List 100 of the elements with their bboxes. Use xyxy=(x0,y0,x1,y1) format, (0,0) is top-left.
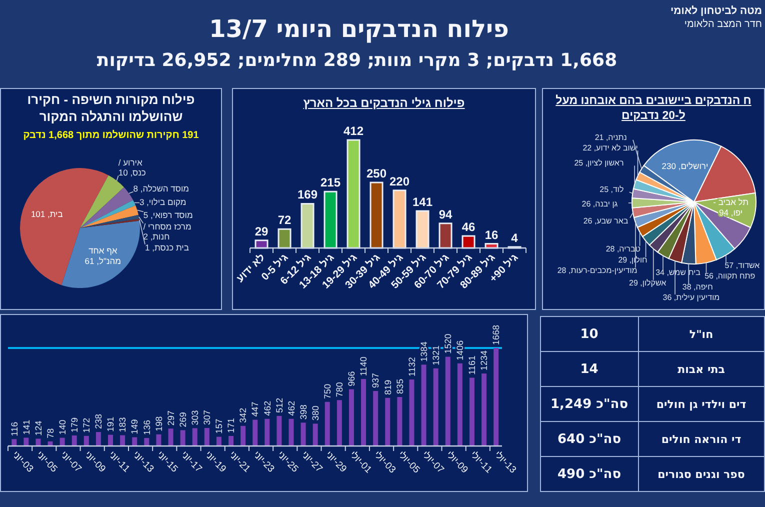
data-label: 238 xyxy=(94,414,104,430)
x-tick-label: 21-יוני xyxy=(226,449,252,475)
x-tick-label: 03-יולי xyxy=(371,449,398,476)
x-tick-label: 09-יולי xyxy=(444,449,470,476)
data-label: 447 xyxy=(250,402,260,417)
slice-label: מודיעין עילית, 36 xyxy=(662,293,720,302)
slice-label: בית, 101 xyxy=(30,208,63,219)
text: חדר המצב הלאומי xyxy=(684,18,762,31)
pie-slice xyxy=(80,214,140,228)
pie-slice xyxy=(80,205,139,228)
bar xyxy=(324,402,330,446)
data-label: 269 xyxy=(178,412,188,428)
data-label: 179 xyxy=(70,417,80,432)
chart-title: ח הנדבקים ביישובים בהם אובחנו מעל ל-20 נדבקים xyxy=(554,94,752,124)
data-label: 29 xyxy=(254,224,269,238)
bar xyxy=(346,139,360,249)
bar xyxy=(445,356,450,446)
bar xyxy=(336,400,342,446)
chart-title: פילוח מקורות חשיפה - חקירו שהושלמו והתגלה המקור xyxy=(26,92,196,126)
text: 1,668 נדבקים; 3 מקרי מוות; 289 מחלימים; 26,952 בדיקות xyxy=(96,49,618,73)
data-label: 4 xyxy=(511,230,518,245)
data-label: 140 xyxy=(57,420,68,435)
bar xyxy=(216,436,222,446)
bar xyxy=(462,235,476,249)
category-label: ספר וגנים סגורים xyxy=(638,456,764,492)
chart-title: פילוח גילי הנדבקים בכל הארץ xyxy=(302,96,466,112)
data-label: 462 xyxy=(262,400,272,416)
slice-label: באר שבע, 26 xyxy=(583,216,628,226)
bar xyxy=(132,437,138,446)
x-tick-label: 23-יוני xyxy=(250,449,276,475)
bar xyxy=(300,202,314,249)
data-label: 750 xyxy=(322,384,333,399)
bar xyxy=(144,438,150,446)
data-label: 191 xyxy=(106,416,116,432)
bar xyxy=(416,210,430,249)
bar xyxy=(300,422,306,446)
data-label: 1406 xyxy=(455,340,466,360)
x-tick-label: 01-יולי xyxy=(347,449,374,476)
pie-slice xyxy=(80,218,140,228)
bar xyxy=(192,428,198,446)
bar xyxy=(252,420,258,446)
data-label: 462 xyxy=(286,400,296,416)
bar xyxy=(264,418,270,446)
data-label: 835 xyxy=(394,378,405,394)
category-label: חו"ל xyxy=(638,316,764,352)
bar xyxy=(96,432,101,446)
x-tick-label: 03-יוני xyxy=(10,449,36,475)
bar xyxy=(324,190,338,249)
bar xyxy=(361,379,366,446)
data-label: 46 xyxy=(462,220,476,234)
bar xyxy=(348,389,354,446)
data-label: 220 xyxy=(390,174,410,188)
data-label: 141 xyxy=(21,420,32,435)
bar xyxy=(276,416,282,446)
x-tick-label: 13-יולי xyxy=(492,449,518,476)
bar xyxy=(421,364,426,446)
data-label: 1132 xyxy=(406,357,417,376)
bar xyxy=(108,434,114,446)
text: 10 xyxy=(580,326,598,342)
pie-slice xyxy=(80,175,124,228)
data-label: 94 xyxy=(438,207,453,222)
data-label: 1321 xyxy=(430,345,441,366)
data-label: 78 xyxy=(45,428,56,438)
data-label: 183 xyxy=(118,417,128,432)
slice-label: נתניה, 21 xyxy=(594,132,627,142)
data-label: 1140 xyxy=(358,356,369,376)
data-label: 303 xyxy=(190,410,200,426)
bar xyxy=(482,374,487,446)
bar xyxy=(204,428,210,446)
data-label: 819 xyxy=(382,380,393,395)
category-label: דים וילדי גן חולים xyxy=(638,386,764,422)
category-label: די הוראה חולים xyxy=(638,422,764,456)
data-label: 198 xyxy=(154,416,164,432)
bar xyxy=(288,418,294,446)
data-label: 937 xyxy=(370,372,381,388)
data-label: 1384 xyxy=(418,342,429,362)
data-label: 1668 xyxy=(491,324,502,345)
x-tick-label: 17-יוני xyxy=(178,449,204,475)
bar xyxy=(36,438,41,446)
bar xyxy=(60,438,65,446)
data-label: 72 xyxy=(278,213,292,228)
data-label: 16 xyxy=(484,228,499,242)
data-label: 412 xyxy=(344,124,364,138)
slice-label: מודיעין-מכבים-רעות, 28 xyxy=(557,266,638,276)
text: פילוח הנדבקים היומי 13/7 xyxy=(209,15,509,43)
data-label: 169 xyxy=(298,188,318,202)
bar xyxy=(409,379,414,446)
slice-label: מקום בילוי, 3 xyxy=(139,196,186,207)
x-tick-label: 27-יוני xyxy=(299,449,324,475)
chart-subtitle: 191 חקירות שהושלמו מתוך 1,668 נדבק xyxy=(22,128,200,142)
pie-slice xyxy=(80,200,136,228)
bar xyxy=(84,436,89,446)
slice-label: אירוע / כנס, 10 xyxy=(118,158,146,178)
bar xyxy=(457,363,462,446)
data-label: 297 xyxy=(166,410,176,426)
slice-label: מרכז מסחרי / חנות, 2 xyxy=(143,221,192,242)
slice-label: פתח תקווה, 56 xyxy=(704,271,756,280)
slice-label: ירושלים, 230 xyxy=(662,161,708,172)
x-tick-label: 07-יולי xyxy=(420,449,446,476)
slice-label: מוסד השכלה, 8 xyxy=(133,184,190,194)
